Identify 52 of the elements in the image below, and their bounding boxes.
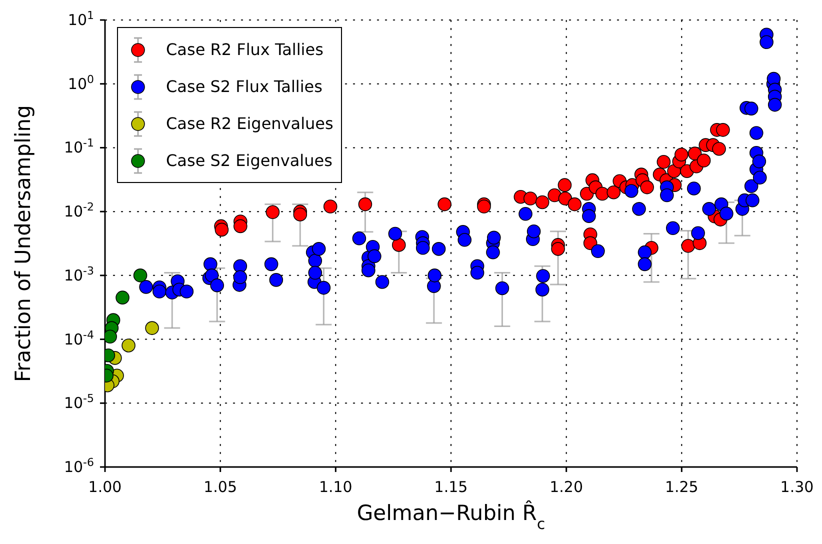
x-axis-title: Gelman−Rubin R̂$_{c}$ [356, 500, 546, 533]
point [122, 338, 136, 352]
y-tick-label: 10$^{-5}$ [64, 392, 94, 412]
point [293, 208, 308, 222]
x-tick-label: 1.05 [204, 478, 238, 496]
y-tick-label: 10$^{-2}$ [64, 200, 94, 221]
point [116, 290, 130, 304]
point [640, 180, 654, 194]
point [674, 148, 688, 162]
legend-label: Case R2 Eigenvalues [166, 114, 334, 133]
x-tick-label: 1.10 [318, 478, 352, 496]
point [438, 197, 452, 212]
point [568, 197, 582, 212]
y-tick-label: 10$^{-1}$ [64, 136, 94, 157]
y-tick-label: 10$^{-6}$ [64, 456, 94, 476]
y-tick-label: 10$^{1}$ [68, 8, 94, 29]
point [477, 200, 491, 214]
x-tick-label: 1.20 [550, 478, 584, 496]
y-axis-title: Fraction of Undersampling [11, 105, 35, 382]
legend-label: Case S2 Eigenvalues [166, 151, 332, 170]
point [548, 188, 562, 202]
point [696, 154, 711, 168]
point [358, 197, 372, 212]
point [688, 146, 702, 160]
point [606, 185, 621, 200]
point [558, 192, 572, 206]
point [716, 123, 730, 137]
point [535, 195, 550, 210]
y-tick-label: 10$^{-3}$ [64, 264, 94, 284]
y-tick-label: 10$^{-4}$ [64, 328, 94, 348]
point [323, 200, 338, 214]
point [551, 242, 565, 256]
legend-label: Case S2 Flux Tallies [166, 77, 322, 96]
x-tick-label: 1.30 [780, 478, 814, 496]
point [558, 178, 572, 192]
x-tick-label: 1.25 [664, 478, 698, 496]
legend-label: Case R2 Flux Tallies [166, 40, 324, 59]
point [145, 321, 159, 335]
point [523, 192, 538, 206]
point [214, 222, 229, 237]
point [105, 330, 117, 344]
point [681, 239, 696, 253]
point [234, 219, 248, 234]
x-tick-label: 1.15 [434, 478, 468, 496]
point [266, 205, 280, 220]
point [392, 238, 406, 252]
point [133, 268, 148, 282]
x-tick-label: 1.00 [88, 478, 122, 496]
point [595, 186, 610, 201]
point [656, 154, 671, 169]
point [712, 142, 726, 156]
y-tick-label: 10$^{0}$ [68, 72, 94, 93]
